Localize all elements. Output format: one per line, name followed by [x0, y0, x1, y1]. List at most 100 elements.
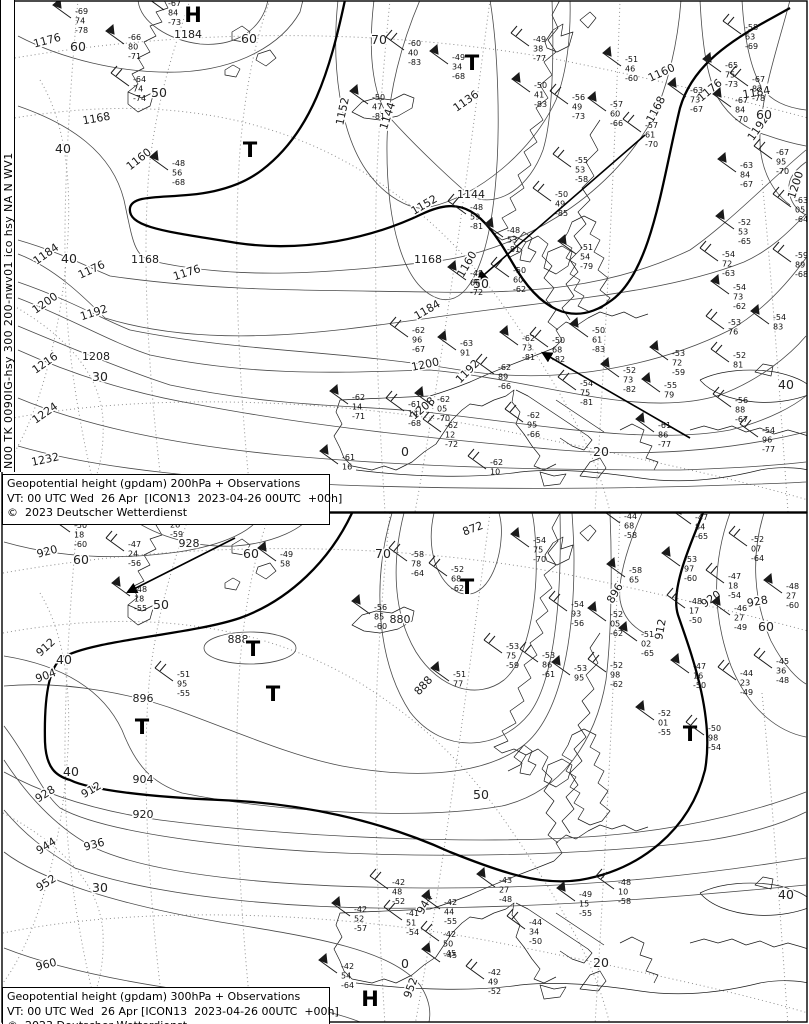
station-value: -49	[734, 623, 747, 632]
contour-label: 1176	[32, 31, 62, 51]
station-value: -68	[408, 419, 421, 428]
wind-barb-icon	[437, 330, 457, 351]
station-value: -55	[579, 909, 592, 918]
wind-barb-icon	[602, 46, 622, 67]
station-value: 84	[740, 171, 750, 180]
wind-barb-icon	[739, 416, 759, 438]
station-value: 02	[641, 640, 651, 649]
station-value: 93	[571, 610, 581, 619]
station-value: -49	[740, 688, 753, 697]
station-value: 14	[408, 410, 418, 419]
station-value: -83	[592, 345, 605, 354]
wind-barb-icon	[499, 325, 519, 346]
product-code-text: N00 TK 0090IG-hsy 300 200-nwv01 ico hsy …	[2, 152, 15, 469]
station-value: 81	[733, 361, 743, 370]
station-value: -72	[470, 288, 483, 297]
station-value: -45	[443, 949, 456, 958]
station-value: -66	[498, 382, 511, 391]
wind-barb-icon	[722, 13, 742, 35]
station-value: -50	[708, 724, 721, 733]
wind-barb-icon	[750, 304, 770, 325]
wind-barb-icon	[475, 353, 495, 375]
station-value: -48	[499, 895, 512, 904]
station-value: -50	[592, 326, 605, 335]
station-value: 84	[735, 106, 745, 115]
station-value: -67	[412, 345, 425, 354]
wind-barb-icon	[705, 562, 725, 584]
station-value: -77	[658, 440, 671, 449]
wind-barb-icon	[383, 899, 403, 921]
station-value: -51	[625, 55, 638, 64]
high-center-marker: H	[361, 987, 379, 1011]
station-value: -49	[280, 550, 293, 559]
station-value: 59	[470, 213, 480, 222]
contour-label: 928	[179, 537, 200, 550]
station-value: -42	[354, 905, 367, 914]
station-value: 63	[745, 33, 755, 42]
station-value: -62	[522, 334, 535, 343]
wind-barb-icon	[557, 234, 577, 255]
station-value: 14	[352, 403, 362, 412]
graticule-label: 50	[473, 276, 489, 291]
station-value: -55	[444, 917, 457, 926]
station-value: -70	[735, 115, 748, 124]
station-value: 38	[533, 45, 543, 54]
wind-barb-icon	[149, 150, 169, 171]
station-value: -53	[728, 318, 741, 327]
station-value: -61	[408, 400, 421, 409]
station-value: 27	[786, 592, 796, 601]
contour-label: 928	[746, 593, 769, 609]
station-value: 73	[690, 96, 700, 105]
contour-label: 1152	[333, 96, 352, 126]
station-value: 53	[738, 228, 748, 237]
station-value: -62	[610, 680, 623, 689]
station-value: -44	[529, 918, 542, 927]
graticule-label: 50	[153, 597, 169, 612]
station-value: 28	[170, 521, 180, 530]
station-value: -54	[773, 313, 786, 322]
graticule-label: 60	[73, 552, 89, 567]
station-value: 84	[695, 523, 705, 532]
wind-barb-icon	[712, 87, 732, 108]
contour-label: 1168	[131, 253, 159, 266]
station-value: -65	[738, 237, 751, 246]
station-value: -49	[533, 35, 546, 44]
contour-label: 1208	[82, 350, 110, 363]
low-center-marker: T	[266, 682, 281, 706]
station-value: 89	[498, 373, 508, 382]
station-value: -50	[552, 336, 565, 345]
station-value: -42	[392, 878, 405, 887]
station-value: 88	[735, 406, 745, 415]
station-value: 66	[470, 279, 480, 288]
station-value: -79	[580, 262, 593, 271]
wind-barb-icon	[670, 653, 690, 674]
wind-barb-icon	[666, 587, 686, 609]
station-value: -54	[728, 591, 741, 600]
station-value: -55	[134, 604, 147, 613]
contour-label: 960	[34, 956, 58, 974]
station-value: -64	[341, 981, 354, 990]
station-value: -42	[443, 930, 456, 939]
station-value: -65	[641, 649, 654, 658]
station-value: -61	[342, 453, 355, 462]
wind-barb-icon	[661, 546, 681, 567]
station-value: 12	[445, 431, 455, 440]
